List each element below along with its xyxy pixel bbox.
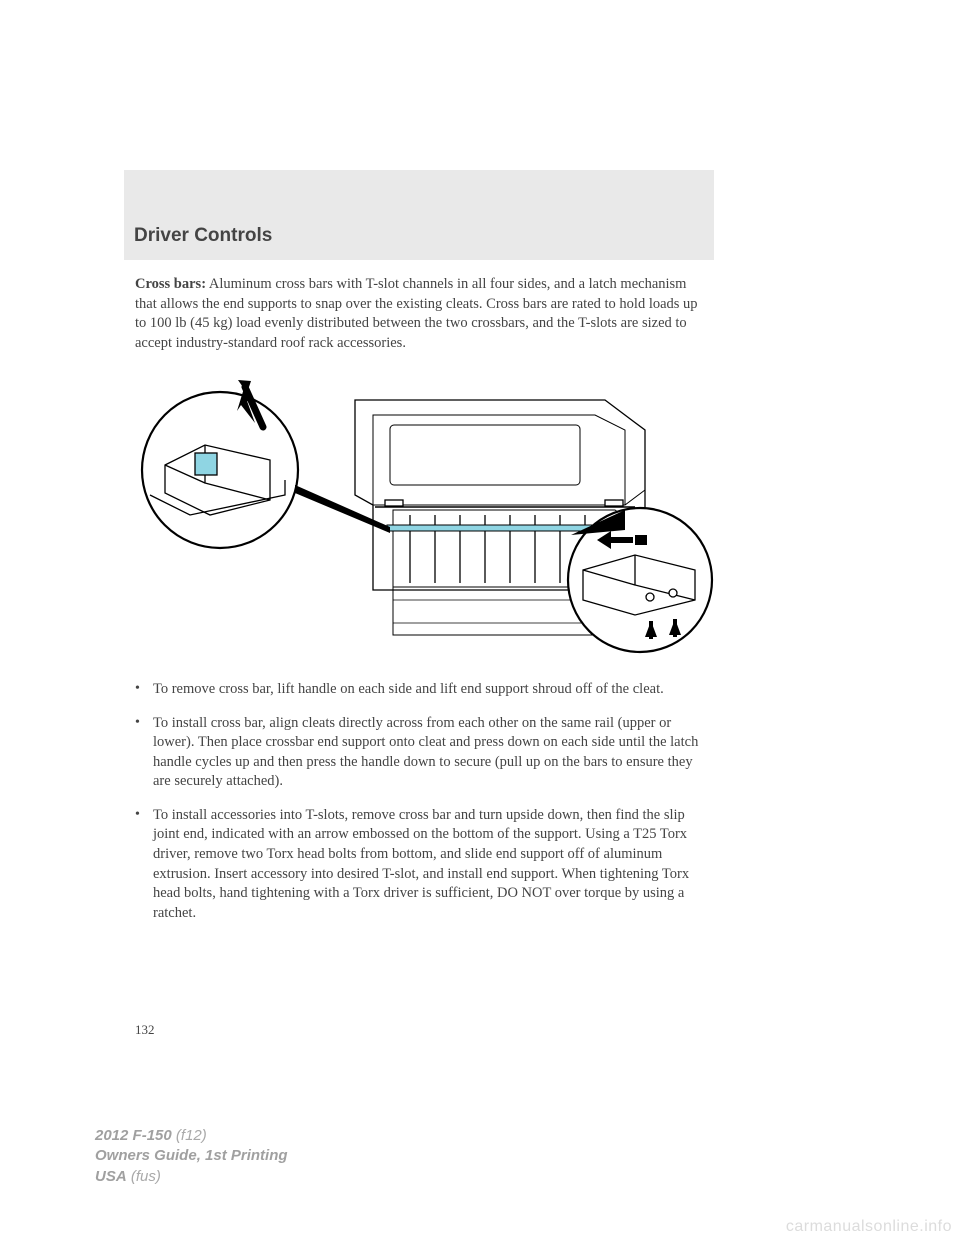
list-text: To install cross bar, align cleats direc… bbox=[153, 715, 698, 790]
watermark: carmanualsonline.info bbox=[786, 1218, 952, 1236]
page-number: 132 bbox=[135, 1022, 155, 1038]
footer: 2012 F-150 (f12) Owners Guide, 1st Print… bbox=[95, 1126, 288, 1187]
list-text: To install accessories into T-slots, rem… bbox=[153, 807, 689, 921]
footer-guide: Owners Guide, 1st Printing bbox=[95, 1147, 288, 1164]
section-title: Driver Controls bbox=[134, 225, 714, 247]
list-item: To install cross bar, align cleats direc… bbox=[135, 714, 705, 792]
crossbar-diagram bbox=[135, 375, 715, 660]
footer-code: (f12) bbox=[172, 1127, 207, 1144]
footer-region-code: (fus) bbox=[127, 1168, 161, 1185]
intro-paragraph: Cross bars: Aluminum cross bars with T-s… bbox=[135, 275, 705, 355]
list-text: To remove cross bar, lift handle on each… bbox=[153, 681, 664, 697]
intro-text: Aluminum cross bars with T-slot channels… bbox=[135, 276, 698, 351]
footer-region: USA bbox=[95, 1168, 127, 1185]
list-item: To install accessories into T-slots, rem… bbox=[135, 806, 705, 923]
footer-model: 2012 F-150 bbox=[95, 1127, 172, 1144]
header-band: Driver Controls bbox=[124, 170, 714, 260]
instruction-list: To remove cross bar, lift handle on each… bbox=[135, 680, 705, 937]
list-item: To remove cross bar, lift handle on each… bbox=[135, 680, 705, 700]
page: Driver Controls Cross bars: Aluminum cro… bbox=[0, 0, 960, 1242]
intro-label: Cross bars: bbox=[135, 276, 206, 292]
